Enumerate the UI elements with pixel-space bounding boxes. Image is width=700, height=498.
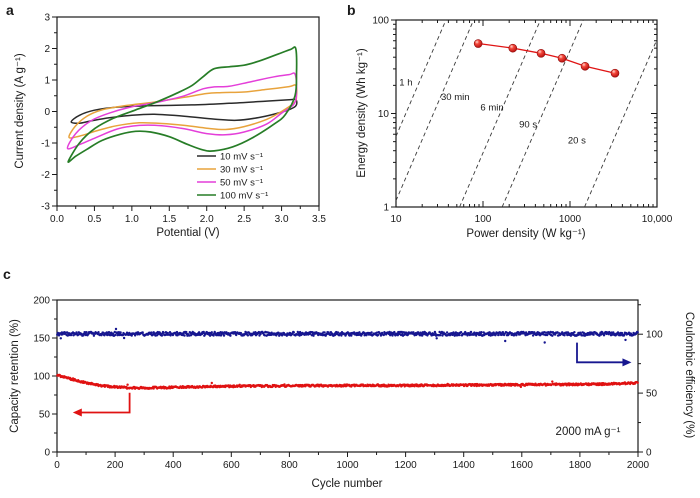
panel-a-cv-plot: 0.0 0.5 1.0 1.5 2.0 2.5 3.0 3.5 -3 -2 -1 0 1 2 3	[41, 13, 326, 226]
ragone-data-point	[473, 39, 483, 48]
ragone-data-point	[536, 49, 546, 58]
tick-label: 1200	[394, 460, 417, 471]
series-coulombic-efficiency	[56, 327, 639, 344]
tick-label: 3.5	[312, 214, 326, 225]
tick-label: 0	[54, 460, 60, 471]
tick-label: 1000	[336, 460, 359, 471]
tick-label: 10 mV s⁻¹	[220, 152, 263, 163]
tick-label: 100 mV s⁻¹	[220, 191, 268, 202]
tick-label: 1800	[569, 460, 592, 471]
capacity-retention-axis-arrow-head	[72, 408, 82, 417]
c-x-axis-title: Cycle number	[311, 478, 383, 490]
current-density-annotation: 2000 mA g⁻¹	[555, 426, 621, 438]
tick-label: 10,000	[642, 214, 673, 225]
tick-label: 1.5	[162, 214, 176, 225]
tick-label: 3	[44, 13, 50, 24]
tick-label: -2	[41, 170, 50, 181]
tick-label: 0.0	[50, 214, 64, 225]
panel-c-frame	[56, 299, 639, 453]
tick-label: 2.0	[200, 214, 214, 225]
cv-curve-30mvs	[68, 84, 298, 139]
tick-label: 200	[107, 460, 124, 471]
time-guide-label: 20 s	[568, 135, 586, 146]
tick-label: 0	[646, 448, 652, 459]
coulombic-efficiency-axis-arrow-head	[622, 358, 632, 367]
tick-label: 2000	[627, 460, 650, 471]
time-guide-line	[459, 19, 541, 208]
tick-label: 30 mV s⁻¹	[220, 165, 263, 176]
tick-label: 600	[223, 460, 240, 471]
tick-label: 50	[646, 389, 658, 400]
capacity-retention-axis-arrow	[80, 392, 131, 414]
tick-label: 50 mV s⁻¹	[220, 178, 263, 189]
time-guide-line	[395, 19, 475, 201]
tick-label: -3	[41, 202, 50, 213]
tick-label: 0	[44, 448, 50, 459]
tick-label: 1400	[453, 460, 476, 471]
ragone-series-line	[478, 42, 616, 74]
cv-curve-10mvs	[70, 98, 298, 124]
tick-label: 100	[33, 372, 50, 383]
time-guide-label: 1 h	[399, 77, 412, 88]
cv-curve-100mvs	[67, 46, 298, 163]
time-guide-line	[584, 39, 658, 208]
ragone-data-point	[580, 61, 590, 71]
a-x-axis-title: Potential (V)	[156, 227, 220, 239]
panel-label-b: b	[347, 2, 356, 18]
series-capacity-retention	[56, 373, 639, 390]
tick-label: 100	[372, 16, 389, 27]
time-guide-label: 90 s	[519, 119, 537, 130]
panel-b-frame	[395, 19, 658, 208]
ragone-data-point	[508, 43, 518, 53]
tick-label: -1	[41, 139, 50, 150]
tick-label: 50	[39, 410, 51, 421]
panel-label-a: a	[6, 2, 14, 18]
tick-label: 800	[281, 460, 298, 471]
panel-label-c: c	[3, 266, 11, 282]
tick-label: 1	[44, 76, 50, 87]
tick-label: 0	[44, 107, 50, 118]
tick-label: 0.5	[87, 214, 101, 225]
time-guide-label: 30 min	[441, 92, 470, 103]
tick-label: 1000	[559, 214, 582, 225]
coulombic-efficiency-axis-arrow	[576, 342, 624, 364]
ragone-data-point	[557, 53, 567, 63]
tick-label: 1.0	[125, 214, 139, 225]
tick-label: 1600	[511, 460, 534, 471]
b-x-axis-title: Power density (W kg⁻¹)	[466, 228, 586, 240]
tick-label: 10	[378, 109, 390, 120]
panel-c-cycling-plot: 0 200 400 600 800 1000 1200 1400 1600 1800 2000050…	[33, 296, 663, 472]
ragone-data-point	[610, 68, 620, 78]
tick-label: 100	[646, 330, 663, 341]
tick-label: 200	[33, 296, 50, 307]
tick-label: 100	[475, 214, 492, 225]
tick-label: 150	[33, 334, 50, 345]
time-guide-line	[395, 19, 447, 137]
tick-label: 3.0	[275, 214, 289, 225]
panel-a-legend: 10 mV s⁻¹ 30 mV s⁻¹ 50 mV s⁻¹ 100 mV s⁻¹	[197, 152, 268, 202]
cv-curve-50mvs	[66, 72, 298, 150]
tick-label: 2.5	[237, 214, 251, 225]
time-guide-line	[501, 19, 584, 208]
tick-label: 1	[383, 203, 389, 214]
tick-label: 10	[390, 214, 402, 225]
tick-label: 400	[165, 460, 182, 471]
tick-label: 2	[44, 44, 50, 55]
time-guide-label: 6 min	[480, 102, 503, 113]
